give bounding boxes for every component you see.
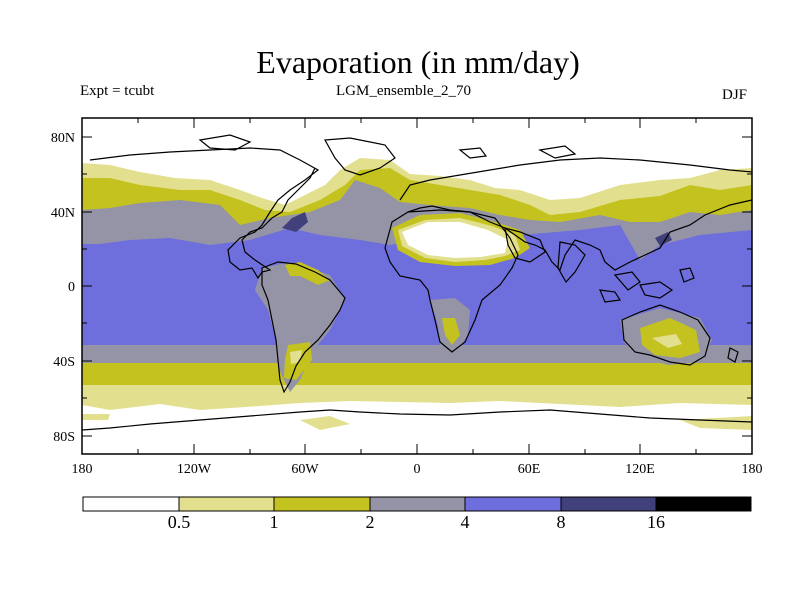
coastlines <box>82 134 752 431</box>
coast-south-america <box>261 261 346 394</box>
coast-india <box>557 241 586 284</box>
field-b0_5_1-australia <box>652 334 682 348</box>
season-label: DJF <box>722 87 748 103</box>
coast-se-asia-islands <box>599 267 695 303</box>
xtick-label-0: 180 <box>72 462 93 477</box>
coast-north-america <box>89 147 320 280</box>
colorbar-bin-0_5-1 <box>179 497 274 511</box>
xtick-label-3: 0 <box>414 462 421 477</box>
xtick-label-2: 60W <box>291 462 319 477</box>
field-b8_16-gulfstream <box>282 212 308 232</box>
ytick-label-0: 80N <box>51 131 75 146</box>
xtick-label-6: 180 <box>742 462 763 477</box>
colorbar-label-2: 2 <box>366 512 375 532</box>
xtick-label-5: 120E <box>625 462 655 477</box>
map-title: Evaporation (in mm/day) <box>256 44 580 80</box>
colorbar-label-1: 1 <box>270 512 279 532</box>
field-b1_2-venezuela <box>285 262 330 285</box>
field-lt0_5-antarctic <box>82 401 752 454</box>
coast-antarctica <box>82 409 752 431</box>
colorbar-label-5: 16 <box>647 512 665 532</box>
coast-arctic-islands <box>198 134 577 159</box>
colorbar-bin-gt16 <box>656 497 751 511</box>
axis-ticks <box>82 118 752 454</box>
colorbar-bin-2-4 <box>370 497 465 511</box>
coast-australia <box>621 304 711 366</box>
experiment-label: Expt = tcubt <box>80 83 155 99</box>
xtick-label-4: 60E <box>518 462 541 477</box>
colorbar-bin-8-16 <box>561 497 656 511</box>
coast-arabia <box>504 227 546 263</box>
colorbar-bin-lt0_5 <box>83 497 179 511</box>
ytick-label-3: 40S <box>53 355 75 370</box>
colorbar <box>82 496 752 512</box>
coast-greenland <box>324 137 396 176</box>
ytick-label-4: 80S <box>53 430 75 445</box>
colorbar-label-3: 4 <box>461 512 470 532</box>
coast-africa <box>384 209 519 353</box>
colorbar-frame <box>82 496 752 512</box>
ytick-label-2: 0 <box>68 280 75 295</box>
colorbar-bin-1-2 <box>274 497 370 511</box>
colorbar-label-4: 8 <box>557 512 566 532</box>
field-b1_2-southafrica <box>442 318 460 345</box>
field-lt0_5-sahara <box>402 222 508 258</box>
field-b2_4-southamerica <box>255 262 345 392</box>
coast-new-zealand <box>727 347 739 363</box>
xtick-label-1: 120W <box>177 462 212 477</box>
coast-eurasia <box>399 157 752 272</box>
colorbar-bin-4-8 <box>465 497 561 511</box>
field-lt0_5-north <box>82 118 752 205</box>
colorbar-label-0: 0.5 <box>168 512 191 532</box>
run-name-label: LGM_ensemble_2_70 <box>336 83 471 99</box>
contour-field <box>82 118 752 454</box>
ytick-label-1: 40N <box>51 206 75 221</box>
